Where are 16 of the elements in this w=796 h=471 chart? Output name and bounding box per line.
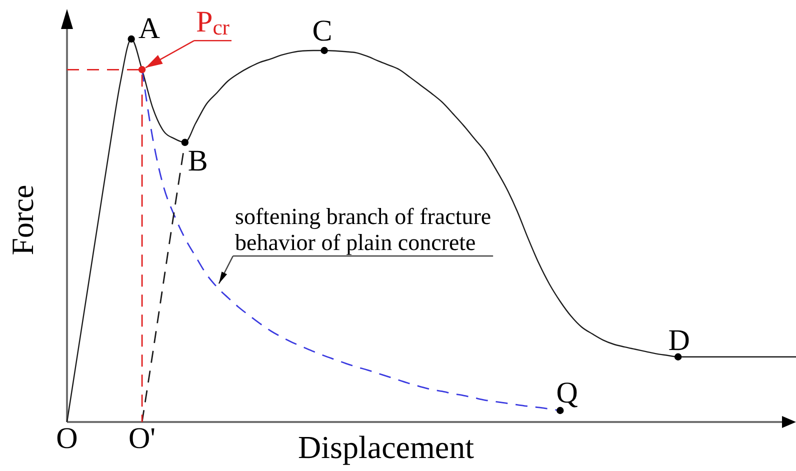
y-axis-title: Force — [5, 184, 40, 256]
annotation: A — [138, 12, 160, 45]
annotation: C — [312, 14, 332, 48]
point — [181, 138, 189, 146]
annotation: softening branch of fracture behavior of plain concrete — [235, 204, 492, 255]
point — [128, 35, 135, 43]
x-tick-label: O' — [128, 422, 156, 455]
annotation: Q — [556, 376, 578, 410]
point — [320, 46, 328, 54]
point — [138, 66, 146, 74]
annotation: B — [188, 144, 208, 178]
x-axis-title: Displacement — [298, 429, 474, 465]
point — [674, 353, 682, 360]
annotation: D — [668, 324, 690, 357]
x-tick-label: O — [56, 422, 78, 455]
annotation: P$_{cr}$ — [196, 6, 230, 40]
